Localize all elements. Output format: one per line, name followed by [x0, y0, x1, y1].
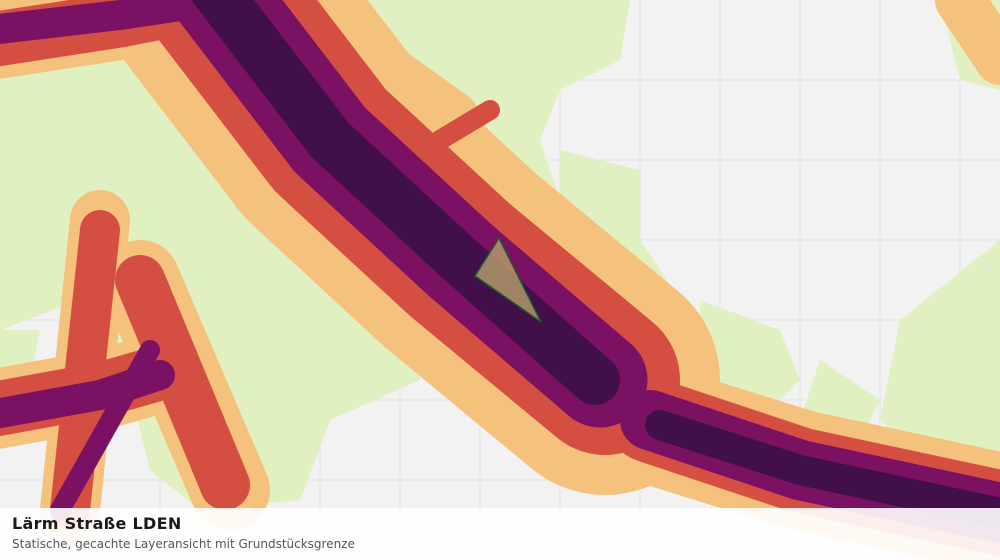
parcel-boundary	[473, 236, 542, 323]
caption-panel: Lärm Straße LDEN Statische, gecachte Lay…	[0, 508, 1000, 560]
layer-title: Lärm Straße LDEN	[12, 514, 182, 533]
layer-subtitle: Statische, gecachte Layeransicht mit Gru…	[12, 537, 355, 551]
